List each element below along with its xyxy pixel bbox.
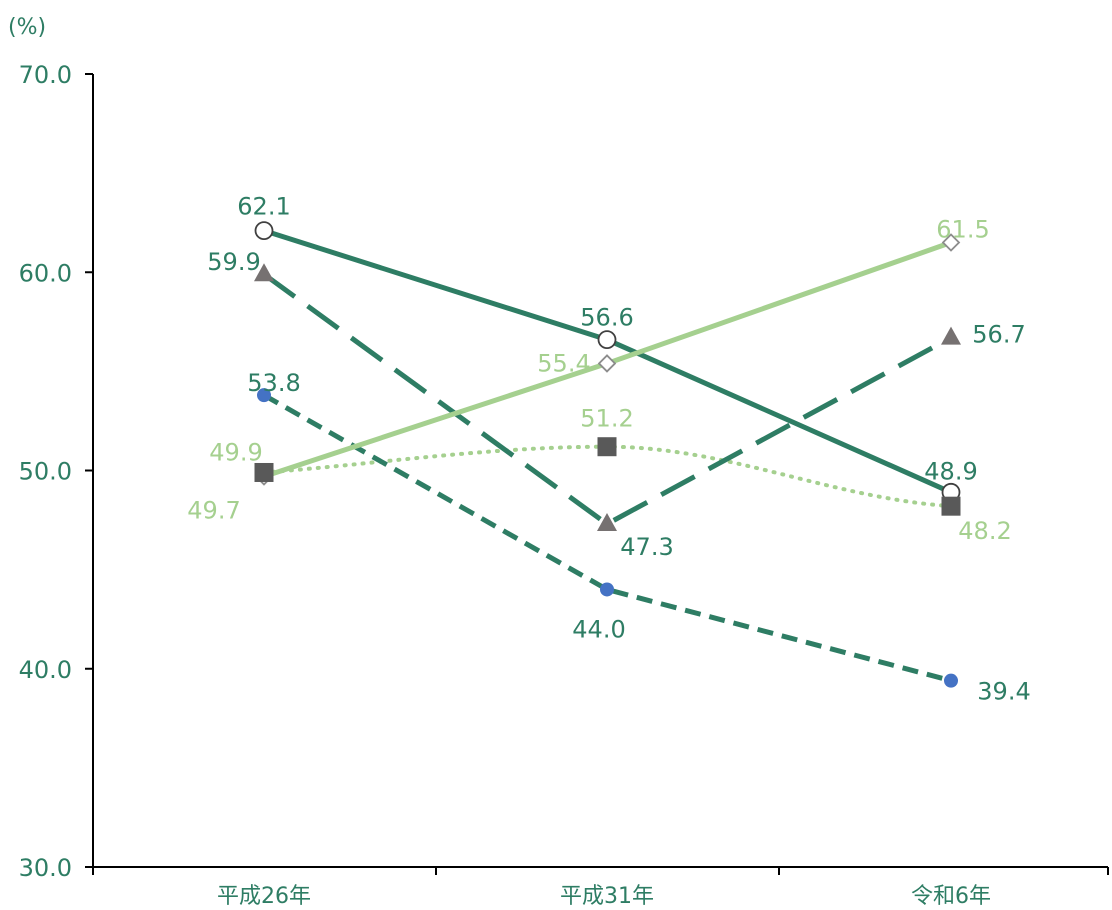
y-tick-label: 70.0 <box>19 61 72 89</box>
marker-series-5 <box>597 437 617 457</box>
series-line-2 <box>262 272 953 527</box>
marker-series-4 <box>597 354 617 373</box>
data-label-series-4: 49.7 <box>187 496 240 524</box>
marker-series-2 <box>254 263 274 282</box>
data-label-series-3: 39.4 <box>977 678 1030 706</box>
marker-series-3 <box>600 582 614 597</box>
data-label-series-1: 48.9 <box>924 457 977 485</box>
series-markers <box>254 221 961 688</box>
x-category-label: 令和6年 <box>911 884 991 909</box>
data-label-series-2: 59.9 <box>207 248 260 276</box>
marker-series-3 <box>257 388 271 403</box>
data-labels: 62.1 56.6 48.9 59.9 47.3 56.7 53.8 44.0 39.4 49.7… <box>187 193 1030 706</box>
marker-series-1 <box>597 330 617 350</box>
data-label-series-4: 55.4 <box>537 349 590 377</box>
marker-series-5 <box>254 462 274 482</box>
marker-series-2 <box>941 326 961 345</box>
axes <box>85 73 1109 875</box>
data-label-series-4: 61.5 <box>936 216 989 244</box>
marker-series-1 <box>254 221 274 241</box>
y-tick-label: 30.0 <box>19 854 72 882</box>
marker-series-4 <box>941 233 961 252</box>
y-tick-labels: 30.0 40.0 50.0 60.0 70.0 <box>19 61 72 882</box>
x-category-label: 平成31年 <box>560 884 654 909</box>
x-category-labels: 平成26年 平成31年 令和6年 <box>217 884 991 909</box>
series-line-3 <box>262 392 952 684</box>
data-label-series-5: 48.2 <box>958 517 1011 545</box>
y-axis-unit-label: (%) <box>8 15 46 40</box>
y-tick-label: 50.0 <box>19 458 72 486</box>
data-label-series-3: 53.8 <box>247 369 300 397</box>
data-label-series-1: 56.6 <box>580 304 633 332</box>
marker-series-2 <box>597 513 617 532</box>
marker-series-5 <box>941 496 961 516</box>
x-category-label: 平成26年 <box>217 884 311 909</box>
data-label-series-5: 49.9 <box>209 438 262 466</box>
data-label-series-1: 62.1 <box>237 193 290 221</box>
data-label-series-5: 51.2 <box>580 405 633 433</box>
y-tick-label: 60.0 <box>19 259 72 287</box>
y-tick-label: 40.0 <box>19 656 72 684</box>
data-label-series-2: 56.7 <box>972 321 1025 349</box>
marker-series-3 <box>944 673 958 688</box>
data-label-series-2: 47.3 <box>620 533 673 561</box>
data-label-series-3: 44.0 <box>572 615 625 643</box>
